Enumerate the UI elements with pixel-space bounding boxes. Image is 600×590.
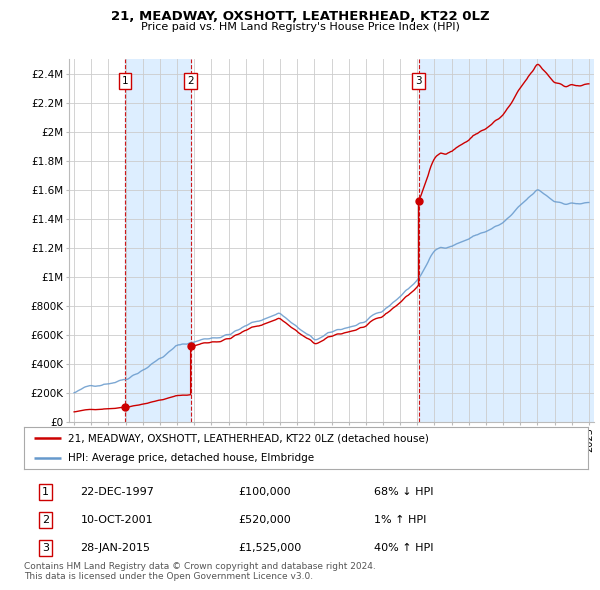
Text: 1: 1 [42,487,49,497]
Text: 2: 2 [187,76,194,86]
Text: 68% ↓ HPI: 68% ↓ HPI [374,487,433,497]
Text: Contains HM Land Registry data © Crown copyright and database right 2024.
This d: Contains HM Land Registry data © Crown c… [24,562,376,581]
Text: 40% ↑ HPI: 40% ↑ HPI [374,543,433,553]
Bar [419,59,594,422]
Text: £100,000: £100,000 [238,487,291,497]
Text: 2: 2 [42,515,49,525]
Text: 3: 3 [42,543,49,553]
Bar [125,59,191,422]
Text: 22-DEC-1997: 22-DEC-1997 [80,487,154,497]
Text: 21, MEADWAY, OXSHOTT, LEATHERHEAD, KT22 0LZ: 21, MEADWAY, OXSHOTT, LEATHERHEAD, KT22 … [110,10,490,23]
Text: 1: 1 [122,76,128,86]
Text: 10-OCT-2001: 10-OCT-2001 [80,515,153,525]
Text: 21, MEADWAY, OXSHOTT, LEATHERHEAD, KT22 0LZ (detached house): 21, MEADWAY, OXSHOTT, LEATHERHEAD, KT22 … [68,433,429,443]
Text: 1% ↑ HPI: 1% ↑ HPI [374,515,426,525]
Text: 28-JAN-2015: 28-JAN-2015 [80,543,151,553]
Text: £1,525,000: £1,525,000 [238,543,302,553]
Text: 3: 3 [415,76,422,86]
Text: Price paid vs. HM Land Registry's House Price Index (HPI): Price paid vs. HM Land Registry's House … [140,22,460,32]
Text: £520,000: £520,000 [238,515,291,525]
Text: HPI: Average price, detached house, Elmbridge: HPI: Average price, detached house, Elmb… [68,454,314,463]
